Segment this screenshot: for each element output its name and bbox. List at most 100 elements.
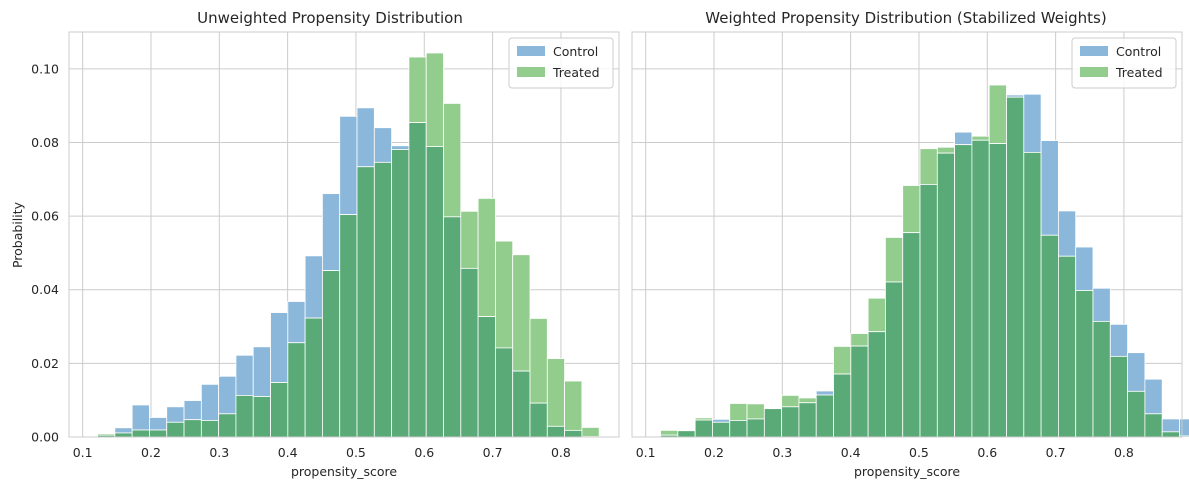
right-control-bar bbox=[1109, 323, 1128, 357]
right-x-axis-label: propensity_score bbox=[854, 464, 960, 479]
right-x-tick-label: 0.7 bbox=[1046, 445, 1066, 460]
right-treated-bar bbox=[902, 185, 921, 234]
right-treated-bar bbox=[729, 403, 748, 421]
right-overlap-bar bbox=[1058, 255, 1077, 438]
right-overlap-bar bbox=[1006, 96, 1025, 438]
left-control-bar bbox=[114, 427, 133, 434]
right-overlap-bar bbox=[746, 418, 765, 438]
right-control-bar bbox=[1023, 93, 1042, 153]
left-treated-bar bbox=[408, 56, 427, 123]
left-overlap-bar bbox=[564, 429, 583, 438]
right-overlap-bar bbox=[1179, 435, 1189, 438]
left-overlap-bar bbox=[408, 122, 427, 438]
left-control-bar bbox=[235, 354, 254, 396]
left-y-tick-label: 0.06 bbox=[31, 209, 59, 224]
left-overlap-bar bbox=[270, 382, 289, 438]
left-overlap-bar bbox=[166, 421, 185, 438]
left-legend-swatch-treated bbox=[517, 67, 545, 77]
right-control-bar bbox=[1144, 378, 1163, 415]
right-overlap-bar bbox=[988, 143, 1007, 438]
left-overlap-bar bbox=[356, 166, 375, 438]
right-overlap-bar bbox=[798, 402, 817, 438]
left-x-tick-label: 0.3 bbox=[209, 445, 229, 460]
left-overlap-bar bbox=[131, 429, 150, 438]
right-overlap-bar bbox=[919, 184, 938, 438]
right-control-bar bbox=[1058, 210, 1077, 257]
right-overlap-bar bbox=[694, 419, 713, 438]
left-overlap-bar bbox=[252, 396, 271, 438]
left-panel: Unweighted Propensity Distribution 0.1 0.… bbox=[10, 9, 620, 479]
right-bars bbox=[660, 84, 1189, 438]
left-overlap-bar bbox=[114, 432, 133, 438]
left-control-bar bbox=[322, 193, 341, 271]
right-legend-swatch-treated bbox=[1080, 67, 1108, 77]
left-control-bar bbox=[166, 406, 185, 423]
right-overlap-bar bbox=[954, 144, 973, 438]
right-overlap-bar bbox=[1075, 290, 1094, 438]
left-y-tick-label: 0.04 bbox=[31, 282, 59, 297]
left-treated-bar bbox=[443, 103, 462, 218]
left-control-bar bbox=[339, 115, 358, 216]
left-overlap-bar bbox=[218, 413, 237, 438]
left-control-bar bbox=[304, 255, 323, 319]
right-legend-label-control: Control bbox=[1116, 44, 1161, 59]
left-legend-label-treated: Treated bbox=[552, 65, 600, 80]
left-overlap-bar bbox=[391, 149, 410, 438]
right-treated-bar bbox=[919, 148, 938, 185]
left-y-tick-label: 0.02 bbox=[31, 356, 59, 371]
right-control-bar bbox=[1179, 418, 1189, 437]
left-x-tick-label: 0.7 bbox=[483, 445, 503, 460]
right-treated-bar bbox=[746, 403, 765, 420]
left-y-tick-label: 0.00 bbox=[31, 430, 59, 445]
left-overlap-bar bbox=[460, 267, 479, 438]
left-treated-bar bbox=[581, 427, 600, 438]
right-x-tick-label: 0.5 bbox=[909, 445, 929, 460]
left-overlap-bar bbox=[546, 425, 565, 438]
left-treated-bar bbox=[512, 254, 531, 372]
right-overlap-bar bbox=[971, 139, 990, 438]
right-chart-title: Weighted Propensity Distribution (Stabil… bbox=[705, 9, 1106, 27]
left-control-bar bbox=[356, 107, 375, 168]
left-overlap-bar bbox=[322, 270, 341, 438]
right-treated-bar bbox=[660, 429, 679, 436]
right-treated-bar bbox=[867, 297, 886, 333]
left-control-bar bbox=[149, 417, 168, 431]
right-overlap-bar bbox=[729, 420, 748, 438]
left-legend-label-control: Control bbox=[553, 44, 598, 59]
right-treated-bar bbox=[971, 135, 990, 141]
left-overlap-bar bbox=[529, 402, 548, 438]
left-x-tick-label: 0.2 bbox=[141, 445, 161, 460]
right-treated-bar bbox=[798, 397, 817, 404]
right-overlap-bar bbox=[850, 345, 869, 438]
right-overlap-bar bbox=[936, 152, 956, 438]
left-ticks: 0.1 0.2 0.3 0.4 0.5 0.6 0.7 0.8 0.00 0.02 0.04 0.06… bbox=[31, 61, 571, 460]
left-treated-bar bbox=[460, 210, 479, 269]
left-y-axis-label: Probability bbox=[10, 201, 25, 268]
left-x-tick-label: 0.6 bbox=[414, 445, 434, 460]
right-treated-bar bbox=[988, 84, 1007, 144]
left-control-bar bbox=[218, 375, 237, 415]
right-treated-bar bbox=[850, 333, 869, 347]
left-treated-bar bbox=[564, 380, 583, 431]
left-control-bar bbox=[131, 404, 150, 431]
left-treated-bar bbox=[495, 240, 514, 349]
right-x-tick-label: 0.1 bbox=[636, 445, 656, 460]
left-overlap-bar bbox=[443, 216, 462, 438]
right-treated-bar bbox=[781, 394, 800, 408]
left-control-bar bbox=[391, 145, 410, 150]
left-overlap-bar bbox=[373, 161, 393, 438]
right-control-bar bbox=[1075, 246, 1094, 291]
right-overlap-bar bbox=[815, 394, 834, 438]
left-treated-bar bbox=[477, 198, 496, 318]
right-overlap-bar bbox=[712, 421, 731, 438]
right-overlap-bar bbox=[902, 232, 921, 438]
right-control-bar bbox=[954, 131, 973, 146]
left-legend-swatch-control bbox=[517, 46, 545, 56]
right-legend-label-treated: Treated bbox=[1115, 65, 1163, 80]
left-control-bar bbox=[252, 346, 271, 397]
right-treated-bar bbox=[885, 237, 904, 283]
right-control-bar bbox=[1040, 140, 1059, 236]
left-overlap-bar bbox=[287, 342, 306, 438]
right-axes-frame bbox=[631, 31, 1183, 438]
